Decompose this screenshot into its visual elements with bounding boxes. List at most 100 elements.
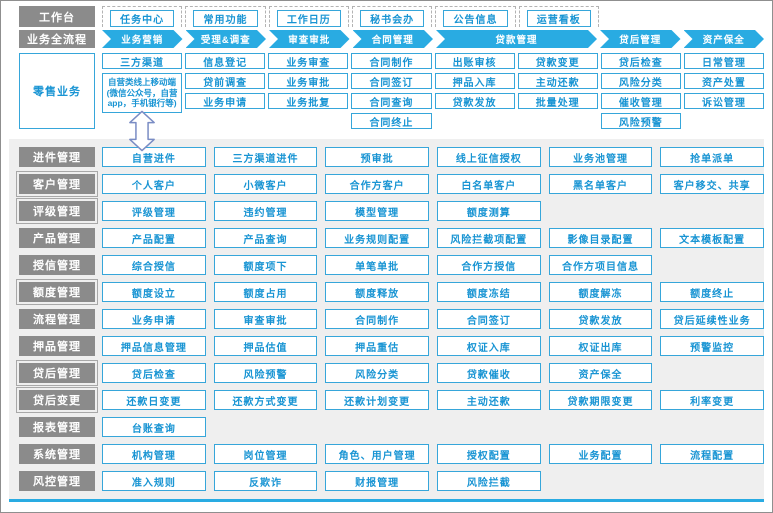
- module-category-header: 贷后管理: [16, 360, 98, 386]
- workbench-items: 任务中心 常用功能 工作日历 秘书会办 公告信息 运营看板: [102, 6, 599, 27]
- module-items: 准入规则 反欺诈 财报管理 风险拦截: [102, 471, 764, 491]
- module-function-box: 还款方式变更: [213, 390, 318, 410]
- module-row: 系统管理 机构管理 岗位管理 角色、用户管理 授权配置 业务配置 流程配置: [19, 444, 764, 464]
- module-items: 还款日变更 还款方式变更 还款计划变更 主动还款 贷款期限变更 利率变更: [102, 390, 764, 410]
- module-category-header: 客户管理: [16, 171, 98, 197]
- process-step-4: 贷款管理: [436, 30, 597, 48]
- module-function-box: 岗位管理: [213, 444, 318, 464]
- workbench-item-cell: 运营看板: [518, 6, 599, 27]
- module-function-box: 合同签订: [436, 309, 541, 329]
- module-function-box: 单笔单批: [325, 255, 429, 275]
- module-function-box: 评级管理: [102, 201, 206, 221]
- module-row: 客户管理 个人客户 小微客户 合作方客户 白名单客户 黑名单客户 客户移交、共享: [16, 171, 764, 197]
- retail-function-box: 合同签订: [351, 73, 432, 89]
- retail-function-box: 出账审核: [434, 53, 515, 69]
- module-function-box: 还款日变更: [102, 390, 206, 410]
- retail-function-box: 日常管理: [683, 53, 764, 69]
- module-function-box: 权证入库: [436, 336, 541, 356]
- module-items: 押品信息管理 押品估值 押品重估 权证入库 权证出库 预警监控: [102, 336, 764, 356]
- module-function-box: 贷后检查: [102, 363, 206, 383]
- module-row: 评级管理 评级管理 违约管理 模型管理 额度测算: [16, 198, 764, 224]
- process-row: 业务全流程 业务营销 受理&调查 审查审批 合同管理 贷款管理 贷后管理 资产保全: [19, 30, 764, 48]
- retail-function-box: 贷款变更: [517, 53, 598, 69]
- process-step-3: 合同管理: [353, 30, 434, 48]
- process-header: 业务全流程: [19, 30, 95, 48]
- module-function-box: 额度占用: [213, 282, 318, 302]
- workbench-item-0: 任务中心: [110, 10, 175, 27]
- module-function-box: 贷款期限变更: [548, 390, 653, 410]
- module-function-box: 风险拦截项配置: [436, 228, 541, 248]
- module-row: 风控管理 准入规则 反欺诈 财报管理 风险拦截: [19, 471, 764, 491]
- module-function-box: 角色、用户管理: [325, 444, 429, 464]
- module-function-box: 风险预警: [213, 363, 318, 383]
- module-function-box: 合作方项目信息: [548, 255, 653, 275]
- module-row: 报表管理 台账查询: [19, 417, 764, 437]
- module-function-box: 还款计划变更: [325, 390, 429, 410]
- module-function-box: 准入规则: [102, 471, 206, 491]
- retail-function-box: 合同制作: [351, 53, 432, 69]
- module-function-box: 三方渠道进件: [213, 147, 318, 167]
- module-function-box: 综合授信: [102, 255, 206, 275]
- module-function-box: 风险分类: [325, 363, 429, 383]
- module-function-box: 违约管理: [213, 201, 318, 221]
- module-function-box: 额度测算: [436, 201, 541, 221]
- module-function-box: 主动还款: [436, 390, 541, 410]
- module-function-box: 贷款催收: [436, 363, 541, 383]
- retail-columns: 三方渠道 自营类线上移动端(微信公众号，自营app，手机银行等) 信息登记 贷前调查业…: [102, 53, 764, 129]
- workbench-row: 工作台 任务中心 常用功能 工作日历 秘书会办 公告信息 运营看板: [19, 6, 764, 27]
- module-function-box: 小微客户: [213, 174, 318, 194]
- module-function-box: 业务池管理: [548, 147, 653, 167]
- retail-column-3: 合同制作 合同签订 合同查询 合同终止: [351, 53, 432, 129]
- module-function-box: 客户移交、共享: [660, 174, 764, 194]
- module-items: 个人客户 小微客户 合作方客户 白名单客户 黑名单客户 客户移交、共享: [102, 174, 764, 194]
- workbench-item-cell: 公告信息: [435, 6, 516, 27]
- retail-function-box: 诉讼管理: [683, 93, 764, 109]
- module-function-box: 预警监控: [660, 336, 764, 356]
- retail-function-box: 押品入库: [434, 73, 515, 89]
- process-step-0: 业务营销: [102, 30, 183, 48]
- module-category-header: 风控管理: [19, 471, 95, 491]
- workbench-item-cell: 工作日历: [268, 6, 349, 27]
- module-function-box: 流程配置: [660, 444, 764, 464]
- module-function-box: 业务申请: [102, 309, 206, 329]
- module-function-box: 产品配置: [102, 228, 206, 248]
- module-function-box: 个人客户: [102, 174, 206, 194]
- workbench-item-cell: 常用功能: [185, 6, 266, 27]
- module-function-box: 业务配置: [548, 444, 653, 464]
- retail-function-box: 合同终止: [351, 113, 432, 129]
- process-step-1: 受理&调查: [186, 30, 267, 48]
- module-items: 机构管理 岗位管理 角色、用户管理 授权配置 业务配置 流程配置: [102, 444, 764, 464]
- retail-column-1: 信息登记 贷前调查 业务申请: [185, 53, 266, 129]
- workbench-item-3: 秘书会办: [359, 10, 425, 27]
- retail-function-box: 催收管理: [600, 93, 681, 109]
- module-row: 额度管理 额度设立 额度占用 额度释放 额度冻结 额度解冻 额度终止: [16, 279, 764, 305]
- module-function-box: 合作方客户: [325, 174, 429, 194]
- module-function-box: 反欺诈: [213, 471, 318, 491]
- process-step-2: 审查审批: [269, 30, 350, 48]
- retail-function-box: 资产处置: [683, 73, 764, 89]
- module-function-box: 押品信息管理: [102, 336, 206, 356]
- module-row: 贷后管理 贷后检查 风险预警 风险分类 贷款催收 资产保全: [16, 360, 764, 386]
- module-category-header: 押品管理: [19, 336, 95, 356]
- module-function-box: 额度设立: [102, 282, 206, 302]
- module-function-box: 授权配置: [436, 444, 541, 464]
- module-function-box: 额度解冻: [548, 282, 653, 302]
- module-function-box: 产品查询: [213, 228, 318, 248]
- module-function-box: 模型管理: [325, 201, 429, 221]
- retail-function-box: 风险分类: [600, 73, 681, 89]
- retail-function-box: 业务申请: [185, 93, 266, 109]
- module-row: 押品管理 押品信息管理 押品估值 押品重估 权证入库 权证出库 预警监控: [19, 336, 764, 356]
- workbench-item-4: 公告信息: [443, 10, 508, 27]
- retail-function-box: 业务批复: [268, 93, 349, 109]
- module-category-header: 产品管理: [19, 228, 95, 248]
- module-function-box: 利率变更: [660, 390, 764, 410]
- retail-column-5: 贷款变更 主动还款 批量处理: [517, 53, 598, 129]
- module-function-box: 抢单派单: [660, 147, 764, 167]
- modules-panel: 进件管理 自营进件 三方渠道进件 预审批 线上征信授权 业务池管理 抢单派单 客户管理 个人客户…: [9, 139, 764, 502]
- workbench-item-1: 常用功能: [193, 10, 258, 27]
- retail-column-4: 出账审核 押品入库 贷款发放: [434, 53, 515, 129]
- module-function-box: 财报管理: [325, 471, 429, 491]
- process-steps: 业务营销 受理&调查 审查审批 合同管理 贷款管理 贷后管理 资产保全: [102, 30, 764, 48]
- module-category-header: 系统管理: [19, 444, 95, 464]
